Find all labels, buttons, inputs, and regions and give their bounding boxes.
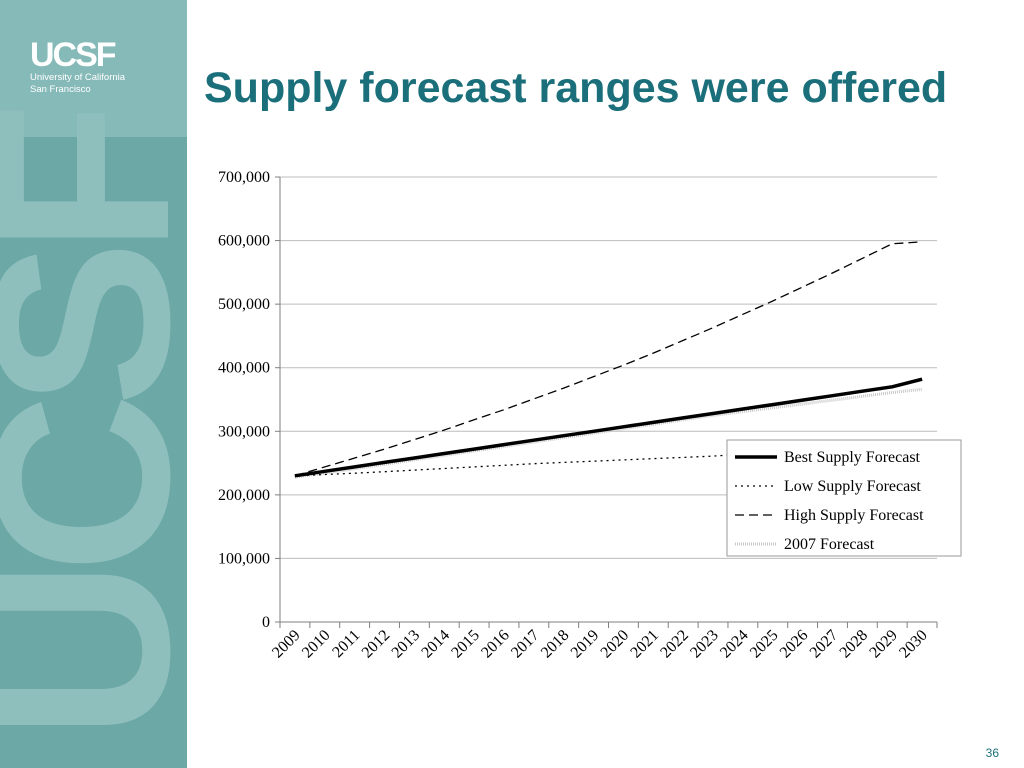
x-tick-label: 2012 bbox=[359, 627, 394, 662]
ucsf-logo: UCSF University of California San Franci… bbox=[30, 38, 125, 96]
logo-mark: UCSF bbox=[30, 36, 117, 74]
x-tick-label: 2020 bbox=[598, 627, 633, 662]
legend-label: Best Supply Forecast bbox=[784, 449, 921, 466]
y-tick-label: 500,000 bbox=[218, 296, 270, 313]
y-tick-label: 600,000 bbox=[218, 233, 270, 250]
x-tick-label: 2028 bbox=[837, 627, 872, 662]
x-tick-label: 2017 bbox=[508, 627, 543, 662]
y-axis-ticks: 0 100,000 200,000 300,000 400,000 500,000 600,… bbox=[218, 169, 280, 631]
series-line-high-supply-forecast bbox=[294, 241, 923, 477]
x-tick-label: 2030 bbox=[896, 627, 931, 662]
x-tick-label: 2010 bbox=[299, 627, 334, 662]
legend-label: High Supply Forecast bbox=[784, 507, 924, 524]
x-tick-label: 2015 bbox=[448, 627, 483, 662]
x-tick-label: 2026 bbox=[777, 627, 812, 662]
x-axis-ticks: 2009201020112012201320142015201620172018… bbox=[269, 622, 938, 662]
page-number: 36 bbox=[985, 746, 999, 760]
y-tick-label: 200,000 bbox=[218, 487, 270, 504]
x-tick-label: 2025 bbox=[747, 627, 782, 662]
logo-campus-line: San Francisco bbox=[30, 84, 91, 95]
legend-label: Low Supply Forecast bbox=[784, 478, 921, 495]
y-tick-label: 400,000 bbox=[218, 360, 270, 377]
x-tick-label: 2021 bbox=[627, 627, 662, 662]
x-tick-label: 2027 bbox=[807, 627, 842, 662]
y-tick-label: 300,000 bbox=[218, 423, 270, 440]
x-tick-label: 2013 bbox=[389, 627, 424, 662]
supply-forecast-chart: 0 100,000 200,000 300,000 400,000 500,000 600,… bbox=[218, 169, 962, 662]
slide-title: Supply forecast ranges were offered bbox=[204, 64, 948, 112]
y-tick-label: 0 bbox=[262, 614, 270, 631]
x-tick-label: 2024 bbox=[717, 627, 752, 662]
x-tick-label: 2009 bbox=[269, 627, 304, 662]
ucsf-watermark: UCSF bbox=[0, 115, 187, 740]
x-tick-label: 2011 bbox=[329, 627, 363, 661]
x-tick-label: 2029 bbox=[866, 627, 901, 662]
series-line-best-supply-forecast bbox=[294, 377, 923, 478]
x-tick-label: 2014 bbox=[418, 627, 453, 662]
legend: Best Supply Forecast Low Supply Forecast H… bbox=[726, 439, 962, 557]
x-tick-label: 2018 bbox=[538, 627, 573, 662]
y-tick-label: 700,000 bbox=[218, 169, 270, 186]
sidebar-panel: UCSF UCSF University of California San F… bbox=[0, 0, 187, 768]
series-line-2007-forecast bbox=[294, 387, 923, 479]
x-tick-label: 2016 bbox=[478, 627, 513, 662]
sidebar-logo-area bbox=[0, 0, 187, 137]
x-tick-label: 2022 bbox=[657, 627, 692, 662]
x-tick-label: 2023 bbox=[687, 627, 722, 662]
legend-label: 2007 Forecast bbox=[784, 536, 875, 553]
x-tick-label: 2019 bbox=[568, 627, 603, 662]
axes bbox=[279, 177, 937, 623]
legend-box bbox=[726, 439, 962, 557]
logo-university-line: University of California bbox=[30, 72, 126, 83]
y-tick-label: 100,000 bbox=[218, 550, 270, 567]
